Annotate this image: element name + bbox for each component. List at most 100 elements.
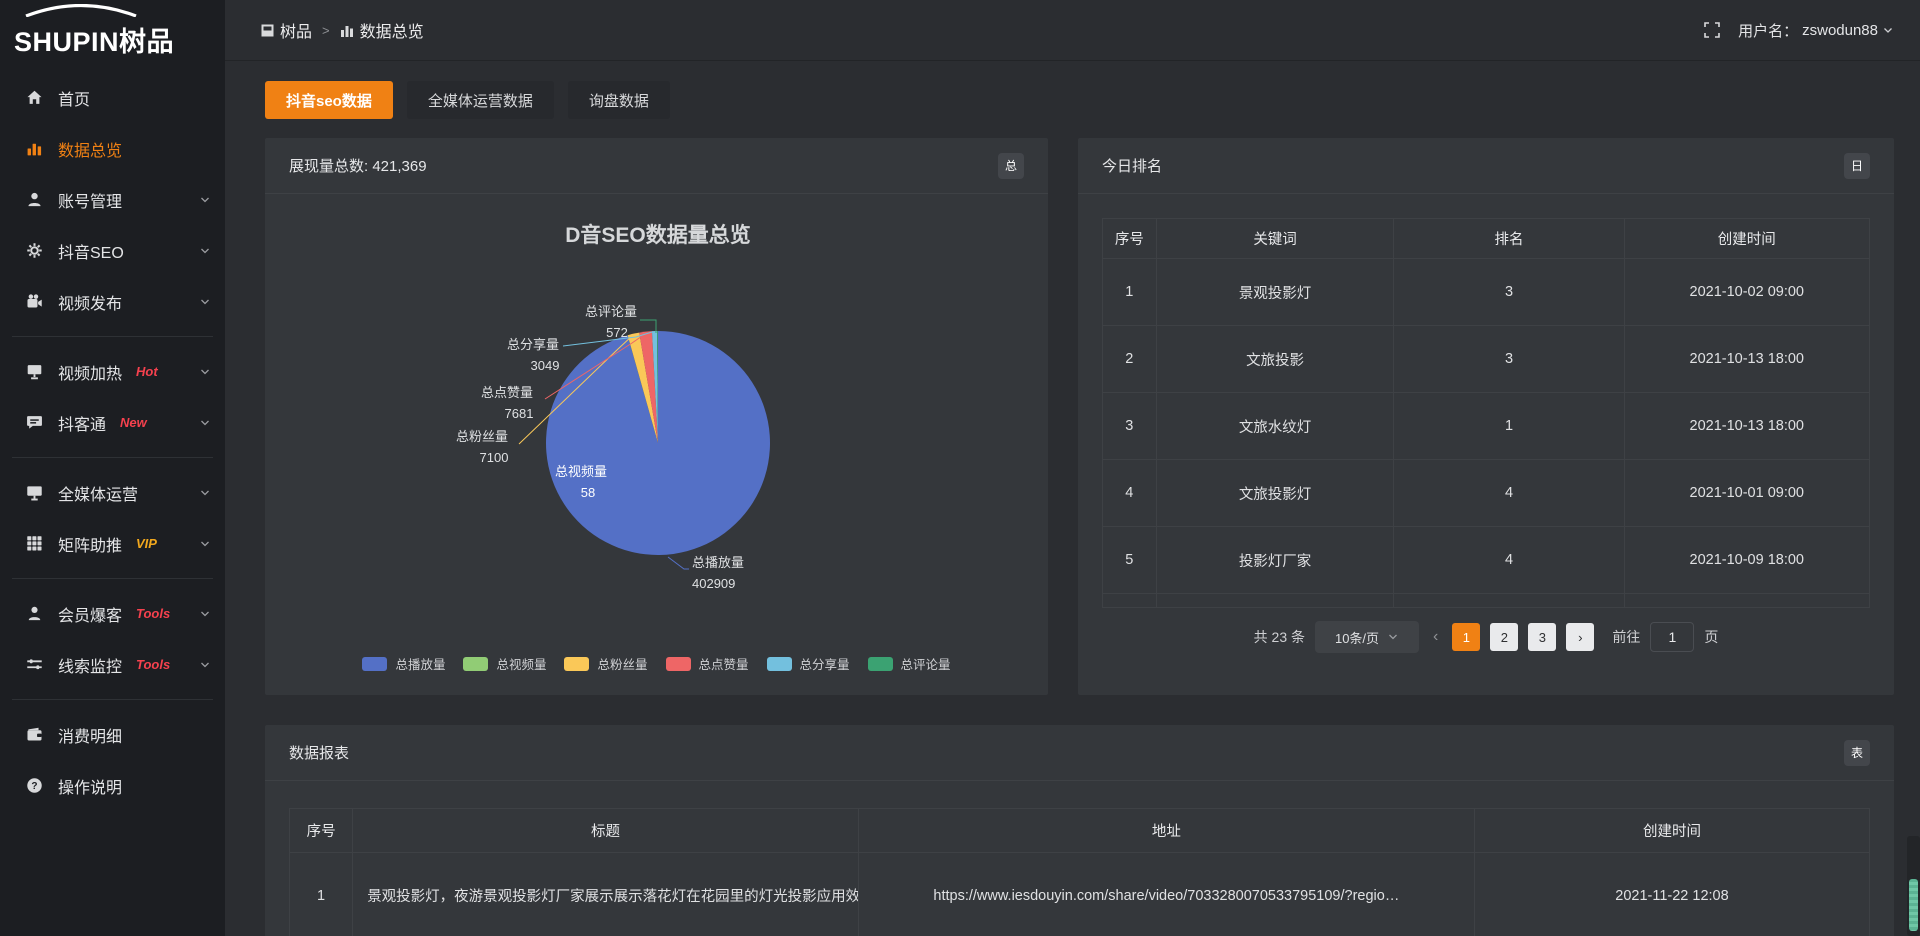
page-size-select[interactable]: 10条/页 — [1315, 621, 1420, 653]
table-cell: 3 — [1393, 325, 1625, 393]
sidebar-item-data-overview[interactable]: 数据总览 — [0, 123, 225, 174]
pie-label-总评论量: 572 — [606, 325, 628, 340]
sidebar-item-clue-monitor[interactable]: 线索监控 Tools — [0, 639, 225, 690]
chevron-down-icon — [199, 366, 211, 378]
column-header: 序号 — [1102, 218, 1157, 259]
panel-report: 数据报表 表 序号 标题 地址 创建时间 1 景观投影灯，夜游景观投影灯厂家展示展示落花灯… — [265, 725, 1894, 936]
table-cell: 2021-10-13 18:00 — [1623, 325, 1871, 393]
fullscreen-icon[interactable] — [1704, 22, 1720, 38]
sidebar-item-consume-detail[interactable]: 消费明细 — [0, 709, 225, 760]
report-badge-button[interactable]: 表 — [1844, 739, 1870, 766]
table-row[interactable]: 1 景观投影灯 3 2021-10-02 09:00 — [1102, 258, 1871, 326]
column-header: 创建时间 — [1473, 808, 1871, 853]
home-icon — [26, 89, 43, 106]
table-cell: 1 — [1393, 392, 1625, 460]
sidebar-item-douketong[interactable]: 抖客通 New — [0, 397, 225, 448]
table-cell: 1 — [1102, 258, 1157, 326]
legend-item-总分享量[interactable]: 总分享量 — [766, 654, 850, 673]
legend-item-总评论量[interactable]: 总评论量 — [867, 654, 951, 673]
pie-slice-总播放量[interactable] — [546, 331, 770, 555]
tab-2[interactable]: 询盘数据 — [567, 81, 670, 119]
table-cell: 2021-10-01 09:00 — [1623, 459, 1871, 527]
table-row[interactable]: 3 文旅水纹灯 1 2021-10-13 18:00 — [1102, 392, 1871, 460]
sidebar-divider — [12, 699, 213, 700]
pie-slice-总点赞量[interactable] — [639, 331, 658, 443]
sidebar-item-badge: Hot — [136, 364, 158, 379]
table-row[interactable]: 5 投影灯厂家 4 2021-10-09 18:00 — [1102, 526, 1871, 594]
pie-label-总点赞量: 总点赞量 — [481, 385, 533, 400]
tab-0[interactable]: 抖音seo数据 — [265, 81, 393, 119]
pie-slice-总分享量[interactable] — [651, 331, 658, 443]
pie-label-总视频量: 58 — [581, 485, 595, 500]
sidebar-item-media-ops[interactable]: 全媒体运营 — [0, 467, 225, 518]
table-cell: 文旅投影 — [1155, 325, 1395, 393]
sidebar-item-video-publish[interactable]: 视频发布 — [0, 276, 225, 327]
sidebar-item-member-burst[interactable]: 会员爆客 Tools — [0, 588, 225, 639]
ranking-badge-button[interactable]: 日 — [1844, 152, 1870, 179]
label-line-总点赞量 — [544, 333, 646, 400]
sidebar-item-home[interactable]: 首页 — [0, 72, 225, 123]
sidebar: SHUPIN树品 首页数据总览账号管理抖音SEO 视频发布视频加热 Hot 抖客通 Ne… — [0, 0, 225, 936]
sidebar-item-help[interactable]: ? 操作说明 — [0, 760, 225, 811]
page-button-3[interactable]: 3 — [1528, 623, 1557, 651]
overview-panel-head: 展现量总数: 421,369 总 — [265, 138, 1048, 194]
tab-1[interactable]: 全媒体运营数据 — [406, 81, 554, 119]
sidebar-item-label: 会员爆客 — [58, 607, 123, 625]
legend-item-总播放量[interactable]: 总播放量 — [362, 654, 445, 673]
next-page-button[interactable]: › — [1566, 623, 1595, 651]
column-header: 创建时间 — [1623, 218, 1871, 259]
scrollbar-thumb[interactable] — [1909, 879, 1918, 931]
pie-chart: D音SEO数据量总览 总播放量 402909 总视频量 58 总粉丝量 7100 总点赞量 76… — [265, 194, 1048, 695]
page-button-2[interactable]: 2 — [1490, 623, 1519, 651]
table-row[interactable]: 2 文旅投影 3 2021-10-13 18:00 — [1102, 325, 1871, 393]
table-row[interactable]: 4 文旅投影灯 4 2021-10-01 09:00 — [1102, 459, 1871, 527]
legend-item-总点赞量[interactable]: 总点赞量 — [665, 654, 749, 673]
logo: SHUPIN树品 — [0, 0, 225, 64]
chevron-down-icon — [199, 417, 211, 429]
sidebar-divider — [12, 578, 213, 579]
goto-page-input[interactable] — [1650, 622, 1695, 652]
table-cell: 4 — [1393, 459, 1625, 527]
table-header-row: 序号 标题 地址 创建时间 — [288, 808, 1871, 853]
pie-label-总粉丝量: 7100 — [480, 450, 509, 465]
sidebar-item-matrix-boost[interactable]: 矩阵助推 VIP — [0, 518, 225, 569]
legend-label: 总播放量 — [395, 658, 446, 672]
table-row[interactable]: 1 景观投影灯，夜游景观投影灯厂家展示展示落花灯在花园里的灯光投影应用效果 # ht… — [288, 852, 1871, 936]
sidebar-item-badge: Tools — [136, 606, 171, 621]
overview-total-label: 展现量总数: 421,369 — [289, 158, 427, 175]
pie-label-总粉丝量: 总粉丝量 — [456, 429, 508, 444]
sidebar-item-video-heat[interactable]: 视频加热 Hot — [0, 346, 225, 397]
legend-item-总视频量[interactable]: 总视频量 — [463, 654, 546, 673]
prev-page-button[interactable]: ‹ — [1433, 628, 1439, 645]
scrollbar-track[interactable] — [1907, 836, 1920, 936]
page-button-1[interactable]: 1 — [1452, 623, 1481, 651]
wallet-icon — [26, 726, 43, 743]
table-cell: 文旅投影灯 — [1155, 459, 1395, 527]
legend-swatch — [463, 656, 489, 671]
user-menu[interactable]: 用户名： zswodun88 — [1738, 20, 1894, 41]
user-icon — [26, 191, 43, 208]
overview-badge-button[interactable]: 总 — [998, 152, 1024, 179]
table-cell[interactable]: https://www.iesdouyin.com/share/video/70… — [857, 852, 1475, 936]
ranking-table: 序号 关键词 排名 创建时间 1 景观投影灯 3 2021-10-02 09:00 2 文旅投影 3… — [1102, 218, 1871, 608]
sidebar-item-label: 抖音SEO — [58, 244, 124, 262]
pie-slice-总粉丝量[interactable] — [627, 332, 658, 443]
breadcrumb-root[interactable]: 树品 — [261, 18, 312, 42]
sidebar-item-label: 操作说明 — [58, 779, 123, 797]
report-table-wrap: 序号 标题 地址 创建时间 1 景观投影灯，夜游景观投影灯厂家展示展示落花灯在花园里的灯光… — [265, 781, 1894, 936]
legend-item-总粉丝量[interactable]: 总粉丝量 — [564, 654, 648, 673]
sidebar-item-account-manage[interactable]: 账号管理 — [0, 174, 225, 225]
grid-icon — [26, 535, 43, 552]
sidebar-item-label: 数据总览 — [58, 142, 123, 160]
chart-legend: 总播放量 总视频量 总粉丝量 总点赞量 总分享量 总评论量 — [265, 654, 1048, 673]
person-icon — [26, 605, 43, 622]
chevron-down-icon — [199, 487, 211, 499]
legend-swatch — [867, 656, 893, 671]
breadcrumb-current[interactable]: 数据总览 — [340, 18, 424, 42]
pie-slice-总视频量[interactable] — [627, 335, 658, 443]
sidebar-item-label: 全媒体运营 — [58, 486, 139, 504]
legend-swatch — [665, 656, 691, 671]
sidebar-item-douyin-seo[interactable]: 抖音SEO — [0, 225, 225, 276]
sidebar-item-badge: VIP — [136, 536, 157, 551]
